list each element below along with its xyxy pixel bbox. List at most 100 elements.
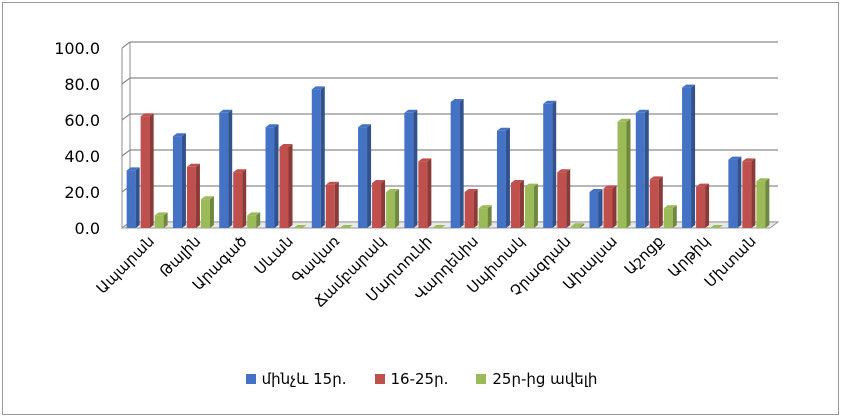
bar bbox=[325, 184, 335, 228]
bar bbox=[663, 208, 673, 228]
bar bbox=[450, 102, 460, 228]
bar-top bbox=[233, 169, 247, 173]
legend: մինչև 15ր. 16-25ր. 25ր-ից ավելի bbox=[0, 370, 843, 388]
bar bbox=[557, 172, 567, 228]
bar-top bbox=[510, 180, 524, 183]
bar-side bbox=[367, 124, 372, 228]
bar bbox=[589, 192, 599, 228]
bar bbox=[496, 130, 506, 228]
gridline-side bbox=[121, 113, 131, 121]
gridline-side bbox=[121, 41, 131, 49]
bar-side bbox=[505, 127, 510, 228]
bar-side bbox=[427, 158, 432, 228]
bar-side bbox=[209, 196, 214, 228]
bar bbox=[372, 183, 382, 228]
bar-side bbox=[658, 176, 663, 228]
bar-top bbox=[172, 133, 186, 137]
x-tick-label: Աշոցք bbox=[621, 232, 667, 278]
bar-side bbox=[256, 212, 261, 228]
bar bbox=[311, 89, 321, 229]
gridline-side bbox=[121, 149, 131, 157]
bar-top bbox=[649, 176, 663, 180]
bar-top bbox=[663, 205, 677, 209]
bar-side bbox=[737, 156, 742, 228]
bar-side bbox=[672, 205, 677, 228]
y-tick-label: 20.0 bbox=[64, 183, 100, 202]
bar-top bbox=[696, 183, 710, 187]
y-tick-label: 60.0 bbox=[64, 111, 100, 130]
bar-side bbox=[381, 180, 386, 228]
bar bbox=[247, 215, 257, 228]
bar bbox=[386, 192, 396, 228]
bar-side bbox=[552, 100, 557, 228]
bar bbox=[742, 161, 752, 228]
bar bbox=[710, 225, 724, 228]
y-tick-label: 80.0 bbox=[64, 75, 100, 94]
bar-side bbox=[519, 180, 524, 228]
bar-side bbox=[195, 163, 200, 228]
bar-side bbox=[242, 169, 247, 228]
bar-side bbox=[149, 113, 154, 228]
bar bbox=[432, 225, 446, 228]
bar bbox=[219, 112, 229, 228]
bar-top bbox=[543, 100, 557, 104]
bar-top bbox=[464, 189, 478, 192]
bar-top bbox=[742, 158, 756, 162]
bar bbox=[126, 170, 136, 228]
y-tick-label: 0.0 bbox=[75, 219, 100, 238]
y-tick-label: 100.0 bbox=[54, 39, 100, 58]
bar-side bbox=[626, 118, 631, 228]
bar-side bbox=[598, 189, 603, 228]
bar-top bbox=[603, 185, 617, 189]
bar-top bbox=[571, 223, 585, 227]
y-tick-label: 40.0 bbox=[64, 147, 100, 166]
bar-side bbox=[644, 109, 649, 228]
legend-label-series-3: 25ր-ից ավելի bbox=[492, 370, 598, 388]
bar bbox=[279, 147, 289, 228]
bar-top bbox=[557, 169, 571, 173]
bar-top bbox=[140, 113, 154, 117]
bar-top bbox=[450, 99, 464, 102]
bar bbox=[464, 192, 474, 228]
bar-side bbox=[228, 109, 233, 228]
bar-top bbox=[478, 205, 492, 209]
bar-side bbox=[580, 223, 585, 228]
bar bbox=[543, 103, 553, 228]
legend-item-series-2: 16-25ր. bbox=[374, 370, 448, 388]
legend-item-series-1: մինչև 15ր. bbox=[245, 370, 347, 388]
bar bbox=[571, 226, 581, 228]
bar-top bbox=[524, 183, 538, 187]
legend-swatch-series-3 bbox=[476, 374, 487, 384]
bar bbox=[418, 161, 428, 228]
x-tick-label: Մխտան bbox=[701, 232, 760, 291]
bar-top bbox=[358, 124, 372, 128]
bar-side bbox=[413, 109, 418, 228]
bar-side bbox=[765, 178, 770, 228]
bar-side bbox=[181, 133, 186, 228]
bar-side bbox=[533, 183, 538, 228]
x-tick-label: Ապարան bbox=[93, 232, 158, 297]
bar-top bbox=[186, 163, 200, 167]
bar bbox=[682, 87, 692, 228]
bar-top bbox=[682, 84, 696, 88]
bar-side bbox=[288, 144, 293, 228]
bar-top bbox=[200, 196, 214, 200]
bar-side bbox=[473, 189, 478, 228]
bar-side bbox=[459, 99, 464, 228]
legend-swatch-series-2 bbox=[374, 374, 385, 384]
bar-side bbox=[395, 189, 400, 228]
bar-side bbox=[163, 212, 168, 228]
bar-side bbox=[691, 84, 696, 228]
bar bbox=[728, 159, 738, 228]
bar bbox=[617, 121, 627, 228]
bar-side bbox=[320, 86, 325, 229]
legend-swatch-series-1 bbox=[245, 374, 256, 384]
bar bbox=[265, 127, 275, 228]
bar-side bbox=[274, 124, 279, 228]
bar-side bbox=[751, 158, 756, 228]
bar-top bbox=[635, 109, 649, 113]
bar bbox=[478, 208, 488, 228]
bar bbox=[172, 136, 182, 228]
bar bbox=[233, 172, 243, 228]
gridline-side bbox=[121, 77, 131, 85]
